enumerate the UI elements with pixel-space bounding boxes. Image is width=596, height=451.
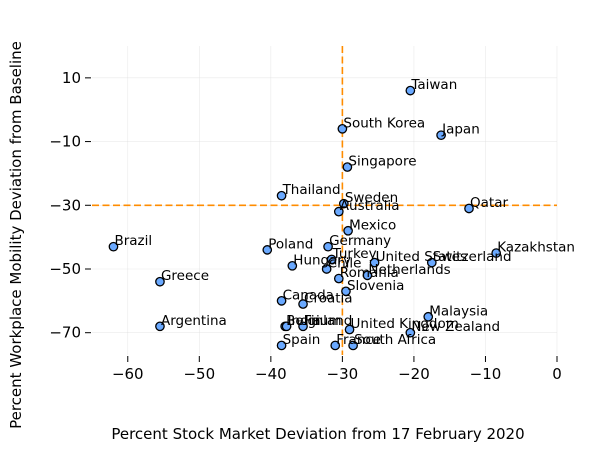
y-tick-label: −30 — [49, 196, 81, 214]
y-tick-label: −10 — [49, 133, 81, 151]
data-point — [342, 162, 353, 172]
data-point — [323, 241, 333, 252]
y-tick-label: −50 — [49, 260, 81, 278]
x-tick-label: −30 — [327, 365, 359, 383]
point-label: Turkey — [332, 246, 377, 262]
data-point — [276, 190, 287, 201]
point-label: United States — [376, 249, 467, 265]
data-point — [423, 311, 434, 322]
point-label: Poland — [268, 236, 313, 252]
point-label: Australia — [340, 198, 400, 214]
x-tick-label: −50 — [183, 365, 215, 383]
data-point — [491, 248, 502, 258]
data-point — [436, 130, 446, 141]
data-point — [333, 206, 344, 217]
point-label: Belgium — [286, 313, 341, 329]
data-point — [262, 245, 273, 255]
data-point — [341, 286, 351, 297]
point-label: Taiwan — [410, 77, 457, 93]
point-label: Germany — [329, 233, 391, 249]
data-point — [405, 85, 416, 96]
point-label: Chile — [328, 255, 362, 271]
point-label: Switzerland — [433, 249, 512, 265]
data-point — [343, 225, 353, 236]
data-point — [369, 257, 380, 268]
point-label: France — [336, 332, 381, 348]
data-point — [337, 123, 348, 134]
data-point — [298, 299, 308, 309]
point-label: Japan — [441, 122, 480, 138]
data-point — [362, 270, 373, 281]
point-label: Hungary — [293, 252, 351, 268]
point-label: Sweden — [345, 190, 398, 206]
data-point — [348, 340, 358, 351]
point-label: Slovenia — [347, 278, 404, 294]
data-point — [326, 254, 337, 265]
data-point — [108, 241, 119, 252]
x-tick-label: −20 — [398, 365, 430, 383]
x-tick-label: −60 — [112, 365, 144, 383]
y-tick-label: 10 — [62, 69, 81, 87]
x-axis-title: Percent Stock Market Deviation from 17 F… — [111, 425, 524, 443]
data-point — [426, 257, 437, 268]
grid-layer — [92, 46, 558, 355]
point-label: Spain — [283, 332, 321, 348]
point-label: India — [288, 313, 321, 329]
data-point — [464, 203, 474, 214]
data-point — [155, 321, 165, 332]
data-point — [405, 327, 416, 338]
data-point — [155, 276, 165, 287]
data-point — [333, 273, 344, 284]
point-label: Thailand — [282, 182, 341, 198]
point-label: Qatar — [470, 195, 508, 211]
point-label: Malaysia — [429, 303, 488, 319]
point-label: Netherlands — [368, 262, 450, 278]
point-label: South Africa — [354, 332, 436, 348]
point-label: New Zealand — [411, 319, 500, 335]
data-point — [276, 340, 287, 351]
reference-lines — [92, 46, 557, 355]
y-tick-label: −70 — [49, 324, 81, 342]
data-point — [338, 198, 349, 209]
data-point — [276, 295, 287, 306]
point-label: Brazil — [114, 233, 152, 249]
data-points — [108, 85, 502, 351]
point-label: South Korea — [343, 115, 425, 131]
data-point — [344, 324, 355, 335]
data-point — [298, 321, 308, 332]
data-point — [287, 260, 298, 271]
x-tick-label: 0 — [552, 365, 562, 383]
point-label: Greece — [161, 268, 209, 284]
point-label: Finland — [304, 313, 352, 329]
data-point — [281, 321, 292, 332]
point-label: Argentina — [161, 313, 227, 329]
point-label: Singapore — [348, 154, 416, 170]
data-point — [321, 264, 332, 274]
point-label: Romania — [340, 265, 399, 281]
point-label: Kazakhstan — [497, 240, 575, 256]
data-point — [330, 340, 341, 351]
y-axis-title: Percent Workplace Mobility Deviation fro… — [7, 41, 25, 429]
axes: −60 −50 −40 −30 −20 −10 0 10 −10 −30 −50 −70 — [49, 69, 561, 383]
point-label: Croatia — [304, 291, 353, 307]
x-tick-label: −40 — [255, 365, 287, 383]
point-label: Mexico — [349, 217, 396, 233]
x-tick-label: −10 — [470, 365, 502, 383]
point-label: Canada — [283, 287, 334, 303]
point-label: United Kingdom — [351, 316, 459, 332]
